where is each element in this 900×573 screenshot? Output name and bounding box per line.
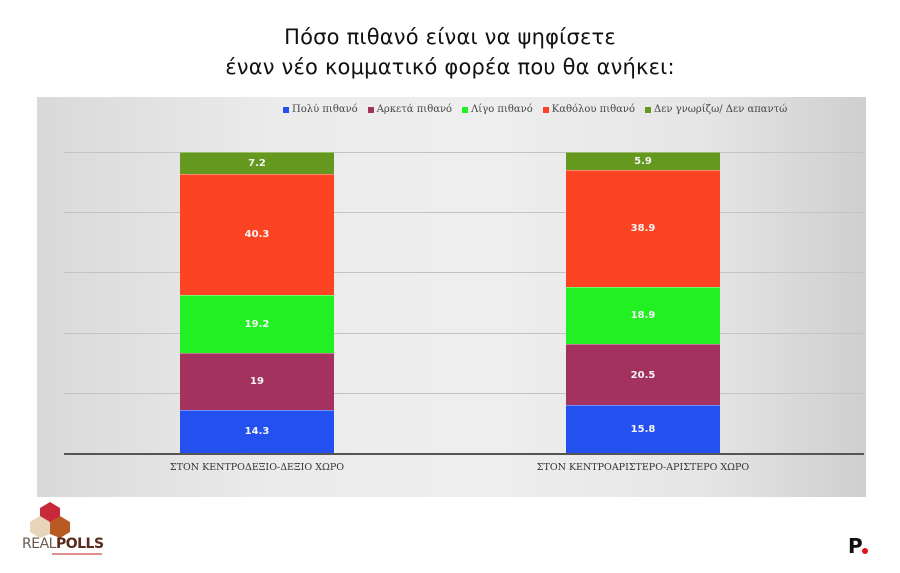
chart-title-line-1: Πόσο πιθανό είναι να ψηφίσετε — [284, 25, 616, 49]
bar-segment: 38.9 — [566, 169, 720, 287]
data-label: 7.2 — [248, 157, 266, 169]
data-label: 14.3 — [244, 426, 270, 438]
category-label: ΣΤΟΝ ΚΕΝΤΡΟΑΡΙΣΤΕΡΟ-ΑΡΙΣΤΕΡΟ ΧΩΡΟ — [536, 462, 750, 473]
bar-segment: 14.3 — [180, 409, 334, 453]
chart-title: Πόσο πιθανό είναι να ψηφίσετε έναν νέο κ… — [0, 22, 900, 82]
data-label: 5.9 — [634, 155, 652, 167]
data-label: 19.2 — [244, 318, 270, 330]
gridline — [64, 393, 864, 394]
legend-swatch-icon — [542, 106, 549, 113]
bar-segment: 7.2 — [180, 152, 334, 174]
stacked-bar: 14.3 19 19.2 40.3 7.2 — [180, 152, 334, 453]
data-label: 15.8 — [630, 424, 656, 436]
realpolls-logo: REALPOLLS — [22, 502, 112, 557]
legend-label: Καθόλου πιθανό — [551, 104, 636, 115]
legend-swatch-icon — [367, 106, 374, 113]
data-label: 20.5 — [630, 369, 656, 381]
bar-segment: 5.9 — [566, 152, 720, 170]
chart-title-line-2: έναν νέο κομματικό φορέα που θα ανήκει: — [225, 55, 675, 79]
bar-segment: 20.5 — [566, 343, 720, 406]
legend-label: Αρκετά πιθανό — [376, 104, 453, 115]
legend-swatch-icon — [645, 106, 652, 113]
publisher-logo-dot — [862, 548, 868, 554]
legend-label: Πολύ πιθανό — [292, 104, 358, 115]
legend-item: Αρκετά πιθανό — [367, 104, 453, 115]
realpolls-wordmark: REALPOLLS — [22, 536, 104, 552]
data-label: 40.3 — [244, 229, 270, 241]
gridline — [64, 272, 864, 273]
legend-swatch-icon — [283, 106, 289, 113]
legend-item: Δεν γνωρίζω/ Δεν απαντώ — [645, 104, 787, 115]
bar-segment: 19 — [180, 352, 334, 410]
chart-legend: Πολύ πιθανό Αρκετά πιθανό Λίγο πιθανό Καθόλ… — [283, 104, 787, 115]
bar-segment: 19.2 — [180, 295, 334, 353]
data-label: 19 — [250, 376, 264, 388]
realpolls-tagline — [52, 553, 102, 555]
publisher-logo: P — [848, 534, 868, 558]
category-label: ΣΤΟΝ ΚΕΝΤΡΟΔΕΞΙΟ-ΔΕΞΙΟ ΧΩΡΟ — [169, 462, 345, 473]
bar-segment: 18.9 — [566, 286, 720, 344]
legend-item: Πολύ πιθανό — [283, 104, 358, 115]
legend-label: Δεν γνωρίζω/ Δεν απαντώ — [654, 104, 788, 115]
legend-item: Καθόλου πιθανό — [542, 104, 636, 115]
x-axis-line — [64, 453, 864, 455]
data-label: 38.9 — [630, 223, 656, 235]
legend-label: Λίγο πιθανό — [471, 104, 533, 115]
gridline — [64, 152, 864, 153]
realpolls-cubes-icon — [30, 502, 70, 538]
legend-item: Λίγο πιθανό — [462, 104, 533, 115]
gridline — [64, 212, 864, 213]
data-label: 18.9 — [630, 310, 656, 322]
bar-segment: 15.8 — [566, 405, 720, 453]
bar-segment: 40.3 — [180, 173, 334, 295]
stacked-bar: 15.8 20.5 18.9 38.9 5.9 — [566, 152, 720, 453]
gridline — [64, 333, 864, 334]
legend-swatch-icon — [462, 106, 469, 113]
chart-panel: Πολύ πιθανό Αρκετά πιθανό Λίγο πιθανό Καθόλ… — [37, 97, 866, 497]
